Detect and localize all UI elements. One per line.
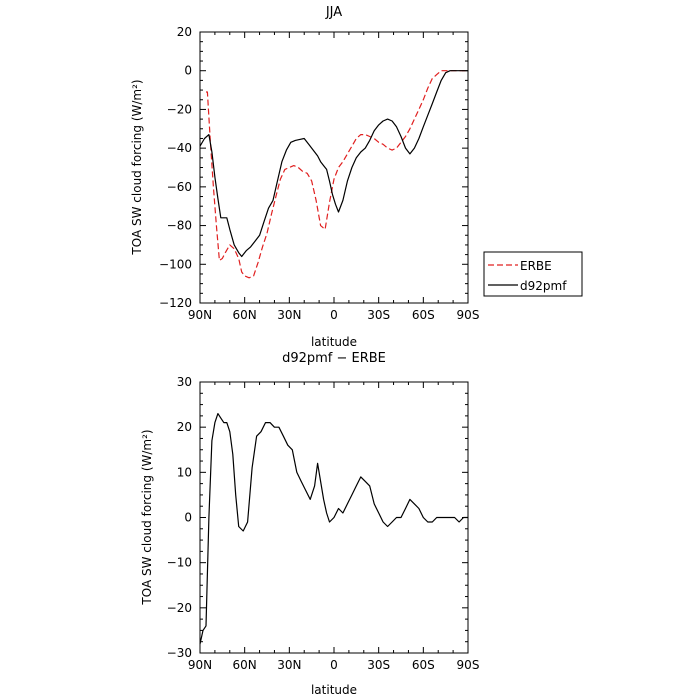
top-chart-ytick-label: −40 [167,141,192,155]
legend-label-erbe: ERBE [520,259,552,273]
bottom-chart-xtick-label: 30N [277,658,301,672]
top-chart-ytick-label: −60 [167,180,192,194]
legend-label-d92pmf: d92pmf [520,279,567,293]
legend-box [483,251,583,297]
bottom-chart-ytick-label: 20 [177,420,192,434]
top-chart-series [199,70,468,279]
bottom-chart-series [199,413,468,645]
bottom-chart-ytick-label: −20 [167,601,192,615]
bottom-chart-xtick-label: 90S [457,658,480,672]
top-chart-xtick-label: 0 [330,308,338,322]
top-chart-ytick-label: −20 [167,102,192,116]
bottom-chart-ytick-label: −30 [167,646,192,660]
top-chart-axes: 90N 60N 30N 0 30S 60S 90S 20 0 −20 −40 −60 −80 −100 −1… [159,25,479,322]
bottom-chart-xtick-label: 0 [330,658,338,672]
top-chart-xtick-label: 90N [188,308,212,322]
bottom-chart-frame [199,381,469,654]
top-chart: JJA 90N 60N 30N 0 30S 60S 90S 20 0 −20 −40 −60 −80 −1… [130,5,583,349]
bottom-chart-xlabel: latitude [311,683,357,697]
top-chart-xtick-label: 60N [233,308,257,322]
bottom-chart: d92pmf − ERBE 90N 60N 30N 0 30S 60S 90S 30 20 10 0… [140,351,479,697]
top-chart-xlabel: latitude [311,335,357,349]
top-chart-xtick-label: 30S [367,308,390,322]
top-chart-ytick-label: 20 [177,25,192,39]
bottom-chart-ytick-label: 30 [177,375,192,389]
top-chart-ylabel: TOA SW cloud forcing (W/m²) [130,79,144,255]
bottom-chart-xtick-label: 60N [233,658,257,672]
top-chart-ytick-label: −100 [159,257,192,271]
legend: ERBE d92pmf [483,251,583,297]
top-chart-xtick-label: 90S [457,308,480,322]
top-chart-series-line-erbe [206,70,468,279]
top-chart-title: JJA [325,5,342,20]
bottom-chart-xtick-label: 30S [367,658,390,672]
bottom-chart-ylabel: TOA SW cloud forcing (W/m²) [140,429,154,605]
top-chart-ytick-label: −80 [167,219,192,233]
top-chart-xtick-label: 60S [412,308,435,322]
bottom-chart-ytick-label: 0 [184,511,192,525]
top-chart-xtick-label: 30N [277,308,301,322]
bottom-chart-axes: 90N 60N 30N 0 30S 60S 90S 30 20 10 0 −10 −20 −30 [167,375,480,672]
top-chart-series-line-d92pmf [199,70,468,258]
bottom-chart-ytick-label: −10 [167,556,192,570]
bottom-chart-xtick-label: 60S [412,658,435,672]
bottom-chart-series-line-difference [199,413,468,645]
bottom-chart-xtick-label: 90N [188,658,212,672]
top-chart-ytick-label: 0 [184,64,192,78]
bottom-chart-title: d92pmf − ERBE [282,351,386,366]
top-chart-frame [199,31,469,304]
top-chart-ytick-label: −120 [159,296,192,310]
bottom-chart-ytick-label: 10 [177,465,192,479]
